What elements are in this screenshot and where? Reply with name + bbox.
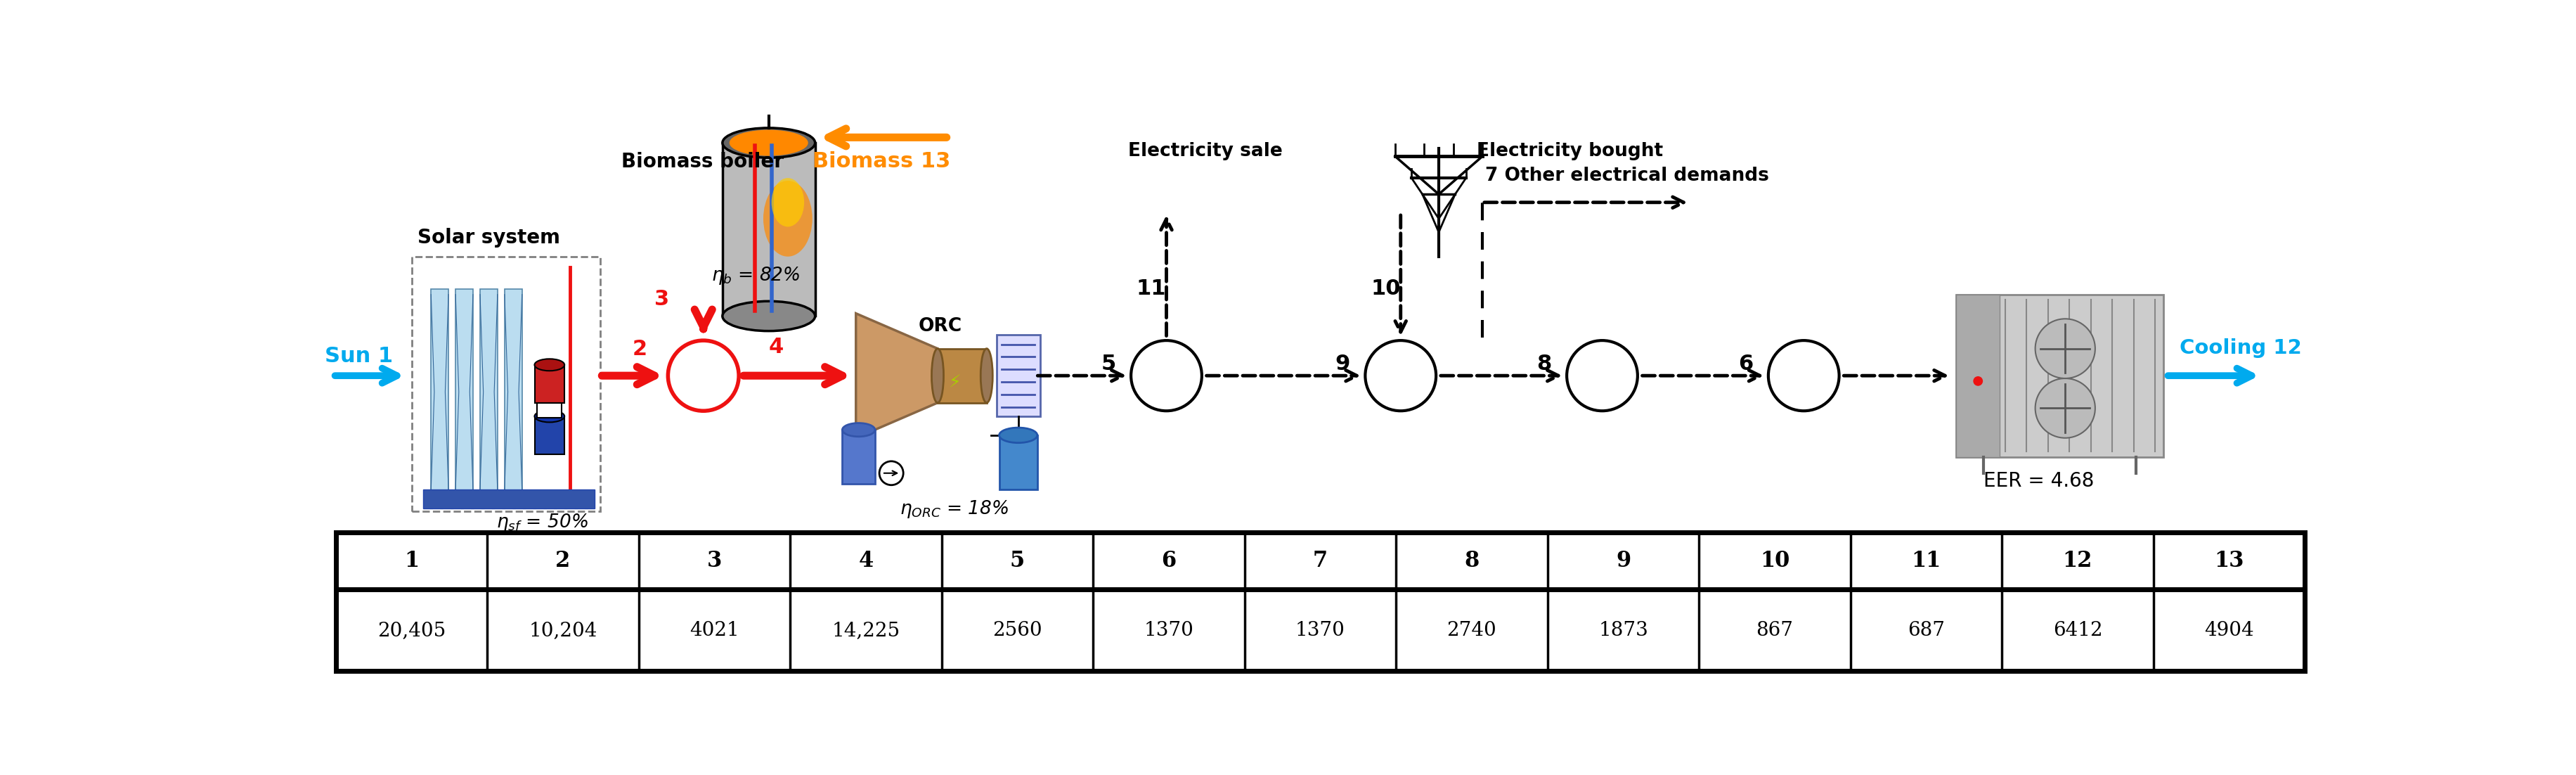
Text: 11: 11 xyxy=(1136,278,1167,298)
Ellipse shape xyxy=(533,359,564,370)
Text: 5: 5 xyxy=(1010,550,1025,572)
Text: 5: 5 xyxy=(1100,354,1115,374)
Text: Electricity sale: Electricity sale xyxy=(1128,143,1283,160)
Text: 13: 13 xyxy=(2213,550,2244,572)
Text: 10: 10 xyxy=(1759,550,1790,572)
Text: 1873: 1873 xyxy=(1597,621,1649,639)
Bar xyxy=(479,289,497,494)
Text: ⚡: ⚡ xyxy=(948,374,961,391)
Text: 6412: 6412 xyxy=(2053,621,2102,639)
Text: 4: 4 xyxy=(768,337,783,357)
Ellipse shape xyxy=(533,410,564,422)
Ellipse shape xyxy=(842,423,876,436)
Text: 2: 2 xyxy=(556,550,569,572)
Text: 8: 8 xyxy=(1463,550,1479,572)
Text: 12: 12 xyxy=(2063,550,2092,572)
Bar xyxy=(721,143,814,316)
Text: 10,204: 10,204 xyxy=(528,621,598,639)
Circle shape xyxy=(1131,340,1200,411)
Ellipse shape xyxy=(770,178,804,227)
Text: 11: 11 xyxy=(1911,550,1940,572)
Bar xyxy=(456,289,474,494)
Text: 4904: 4904 xyxy=(2202,621,2254,639)
Text: 2560: 2560 xyxy=(992,621,1041,639)
Bar xyxy=(938,349,987,403)
Circle shape xyxy=(1767,340,1839,411)
Bar xyxy=(422,489,595,508)
Text: Cooling 12: Cooling 12 xyxy=(2179,339,2300,358)
Text: 6: 6 xyxy=(1162,550,1175,572)
Circle shape xyxy=(2035,319,2094,378)
Bar xyxy=(1955,294,2164,457)
Text: $\eta_{ORC}$ = 18%: $\eta_{ORC}$ = 18% xyxy=(899,498,1007,519)
Text: 3: 3 xyxy=(706,550,721,572)
Ellipse shape xyxy=(721,301,814,331)
Text: $\eta_{sf}$ = 50%: $\eta_{sf}$ = 50% xyxy=(497,512,587,533)
Text: 9: 9 xyxy=(1615,550,1631,572)
Text: Electricity bought: Electricity bought xyxy=(1476,143,1662,160)
Text: 10: 10 xyxy=(1370,278,1401,298)
Text: 1: 1 xyxy=(404,550,420,572)
Circle shape xyxy=(1365,340,1435,411)
Text: 20,405: 20,405 xyxy=(376,621,446,639)
Text: Biomass 13: Biomass 13 xyxy=(811,151,951,171)
Text: $\eta_b$ = 82%: $\eta_b$ = 82% xyxy=(711,265,801,287)
Text: Sun 1: Sun 1 xyxy=(325,346,394,367)
Circle shape xyxy=(1566,340,1638,411)
Bar xyxy=(999,436,1038,489)
Text: 7 Other electrical demands: 7 Other electrical demands xyxy=(1484,167,1770,185)
Text: 867: 867 xyxy=(1757,621,1793,639)
Text: 2740: 2740 xyxy=(1448,621,1497,639)
Bar xyxy=(842,430,876,484)
Text: 1370: 1370 xyxy=(1144,621,1193,639)
Ellipse shape xyxy=(981,349,992,403)
Text: 6: 6 xyxy=(1739,354,1752,374)
Text: EER = 4.68: EER = 4.68 xyxy=(1984,471,2094,491)
Bar xyxy=(533,365,564,403)
Text: Biomass boiler: Biomass boiler xyxy=(621,152,783,171)
Bar xyxy=(533,416,564,454)
Text: Solar system: Solar system xyxy=(417,228,559,247)
Bar xyxy=(1955,294,1999,457)
Circle shape xyxy=(878,461,904,485)
Bar xyxy=(412,257,600,511)
Text: 2: 2 xyxy=(631,339,647,360)
Polygon shape xyxy=(855,313,938,438)
Text: 687: 687 xyxy=(1906,621,1945,639)
Circle shape xyxy=(667,340,739,411)
Text: 4: 4 xyxy=(858,550,873,572)
Ellipse shape xyxy=(721,128,814,157)
Circle shape xyxy=(1973,377,1981,385)
Circle shape xyxy=(2035,378,2094,438)
Ellipse shape xyxy=(933,349,943,403)
Bar xyxy=(505,289,523,494)
Text: 9: 9 xyxy=(1334,354,1350,374)
Bar xyxy=(335,532,2306,671)
Ellipse shape xyxy=(999,428,1038,443)
Ellipse shape xyxy=(729,130,809,156)
Bar xyxy=(997,335,1041,416)
Text: 1370: 1370 xyxy=(1296,621,1345,639)
Text: 4021: 4021 xyxy=(690,621,739,639)
Text: ORC: ORC xyxy=(917,317,961,336)
Bar xyxy=(430,289,448,494)
Text: 8: 8 xyxy=(1535,354,1551,374)
Text: 3: 3 xyxy=(654,289,670,309)
Text: 7: 7 xyxy=(1314,550,1327,572)
Text: 14,225: 14,225 xyxy=(832,621,899,639)
Ellipse shape xyxy=(762,181,811,257)
Bar xyxy=(538,403,562,418)
